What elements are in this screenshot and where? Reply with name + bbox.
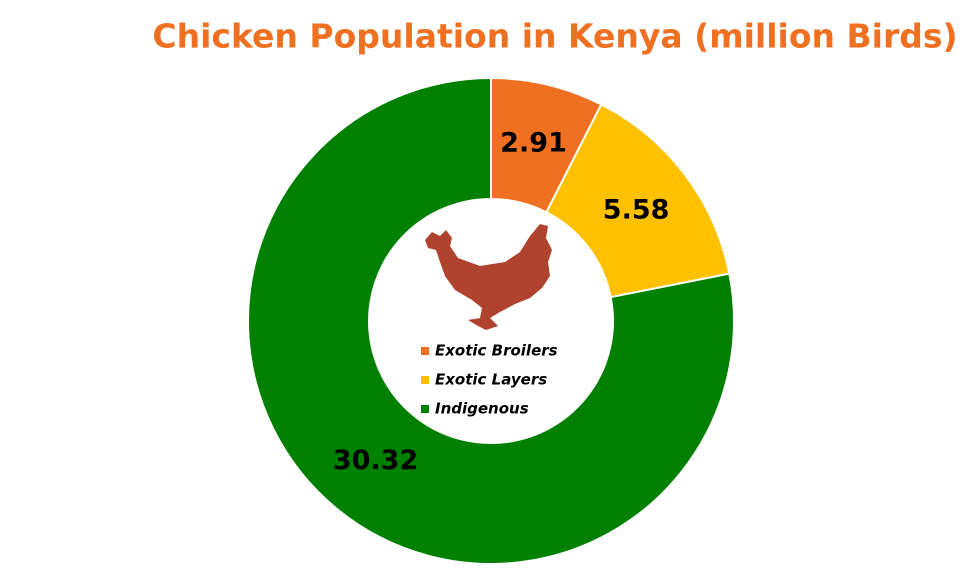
value-label: 30.32 [333,445,418,476]
legend-label: Indigenous [435,400,529,418]
value-label: 5.58 [603,195,670,226]
legend-swatch [421,376,429,384]
chart-title: Chicken Population in Kenya (million Bir… [152,17,957,56]
legend-label: Exotic Broilers [435,342,558,360]
donut: 2.91 5.58 30.32 [247,76,735,565]
chicken-icon [425,224,552,330]
value-label: 2.91 [500,128,567,159]
legend-swatch [421,405,429,413]
slice [545,103,731,299]
legend-swatch [421,347,429,355]
legend-label: Exotic Layers [435,371,547,389]
slice [247,76,735,565]
legend: Exotic Broilers Exotic Layers Indigenous [421,342,558,418]
